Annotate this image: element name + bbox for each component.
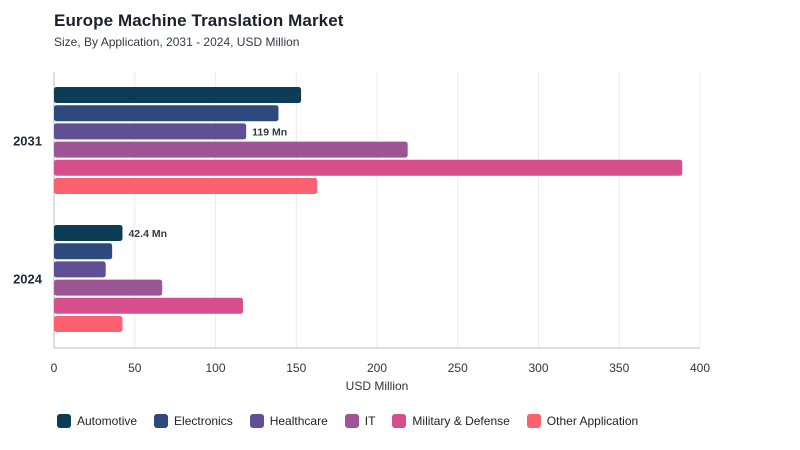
bar-other-application-2031 xyxy=(54,178,318,194)
legend-swatch xyxy=(526,414,541,428)
legend-item: Military & Defense xyxy=(392,414,510,428)
bar-it-2024 xyxy=(54,279,163,296)
category-label: 2031 xyxy=(13,134,42,149)
bar-military-defense-2031 xyxy=(54,159,683,176)
x-tick-label: 300 xyxy=(528,361,548,375)
chart-legend: Automotive Electronics Healthcare IT Militar… xyxy=(57,414,655,428)
x-tick-label: 100 xyxy=(205,361,225,375)
legend-label: Automotive xyxy=(77,414,138,428)
legend-swatch xyxy=(249,414,264,428)
legend-swatch xyxy=(57,414,71,428)
bar-automotive-2031 xyxy=(54,87,302,103)
bar-automotive-2024 xyxy=(54,225,123,241)
x-tick-label: 200 xyxy=(367,361,387,375)
legend-label: IT xyxy=(364,414,376,428)
x-tick-label: 350 xyxy=(609,361,629,375)
legend-label: Healthcare xyxy=(269,414,328,428)
bar-healthcare-2031 xyxy=(54,123,247,140)
bar-healthcare-2024 xyxy=(54,261,106,278)
category-label: 2024 xyxy=(13,272,43,287)
x-axis-title: USD Million xyxy=(346,379,409,393)
legend-item: Electronics xyxy=(154,414,233,428)
legend-label: Military & Defense xyxy=(412,414,510,428)
bar-electronics-2031 xyxy=(54,105,279,122)
data-label: 42.4 Mn xyxy=(128,228,167,240)
chart-title: Europe Machine Translation Market xyxy=(54,11,344,30)
data-label: 119 Mn xyxy=(252,126,287,138)
legend-swatch xyxy=(344,414,359,428)
legend-item: Other Application xyxy=(526,414,639,428)
x-tick-label: 400 xyxy=(690,361,710,375)
legend-item: Healthcare xyxy=(249,414,328,428)
bar-it-2031 xyxy=(54,141,408,158)
x-tick-label: 250 xyxy=(448,361,468,375)
legend-swatch xyxy=(392,414,407,428)
chart-subtitle: Size, By Application, 2031 - 2024, USD M… xyxy=(54,35,300,49)
x-tick-label: 150 xyxy=(286,361,306,375)
legend-label: Other Application xyxy=(546,414,639,428)
legend-label: Electronics xyxy=(174,414,233,428)
x-tick-label: 0 xyxy=(51,361,58,375)
legend-item: IT xyxy=(344,414,376,428)
bar-military-defense-2024 xyxy=(54,297,243,314)
bar-other-application-2024 xyxy=(54,316,123,332)
legend-swatch xyxy=(154,414,169,428)
legend-item: Automotive xyxy=(57,414,137,428)
x-tick-label: 50 xyxy=(128,361,142,375)
bar-electronics-2024 xyxy=(54,243,113,260)
